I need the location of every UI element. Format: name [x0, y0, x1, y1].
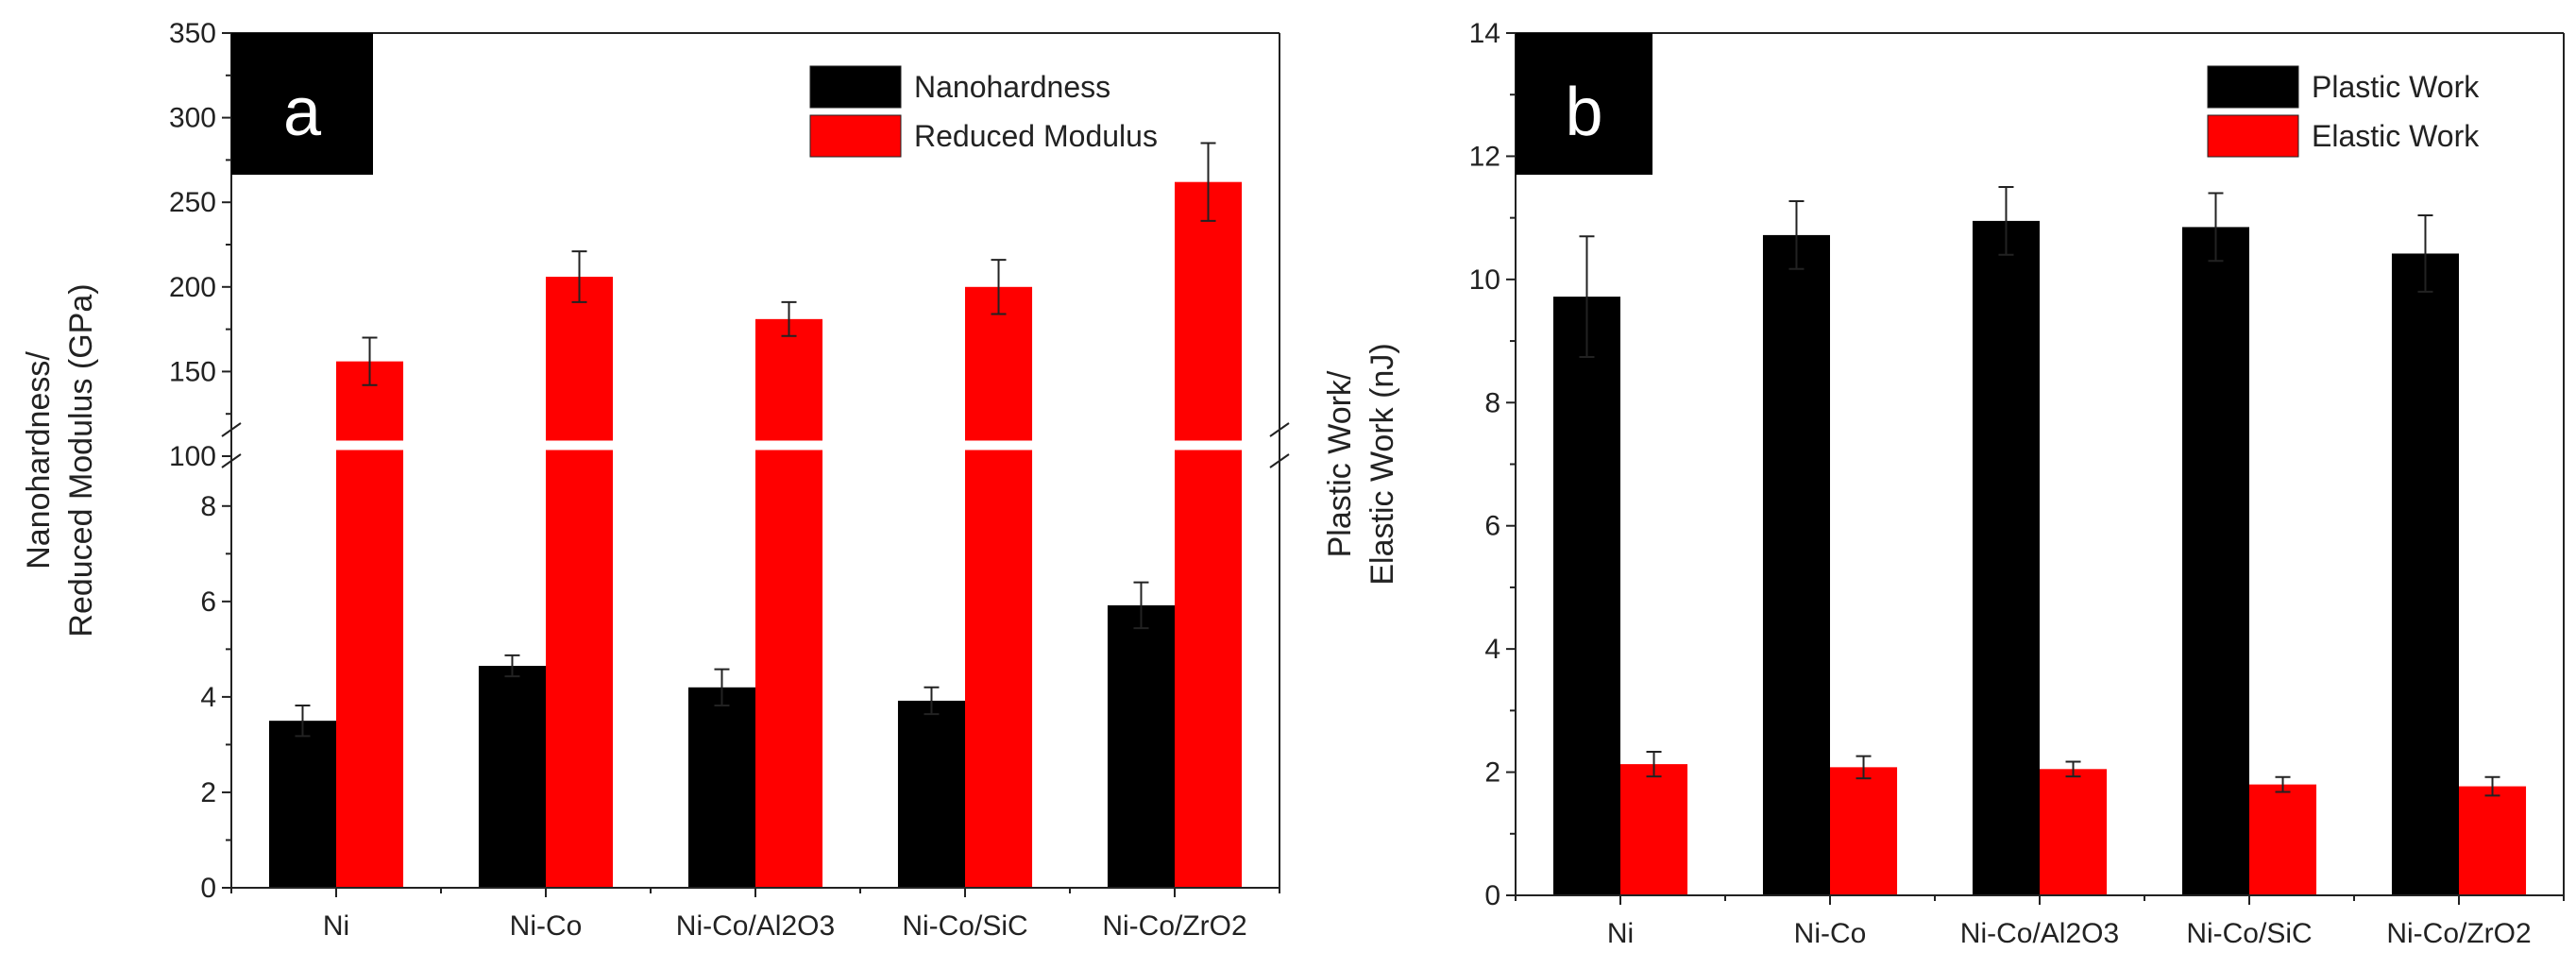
bar	[1552, 297, 1620, 895]
bar	[1830, 767, 1898, 895]
y-tick-label: 8	[1484, 387, 1500, 418]
x-tick-label: Ni-Co	[1794, 918, 1867, 949]
y-tick-label: 100	[169, 441, 216, 472]
bar	[546, 277, 614, 889]
y-axis-title-line1: Plastic Work/	[1322, 370, 1358, 557]
y-tick-label: 2	[200, 777, 216, 808]
panel-b: 0 2 4 6 8 10 12 14 Ni Ni-Co Ni-Co/Al2O3 Ni-Co/SiC Ni…	[1322, 18, 2565, 949]
y-tick-label: 10	[1469, 264, 1500, 296]
bar	[687, 687, 755, 888]
break-mark	[221, 453, 242, 468]
legend-label: Elastic Work	[2312, 119, 2480, 153]
legend-label: Nanohardness	[914, 70, 1110, 104]
x-tick-label: Ni-Co/ZrO2	[2386, 918, 2531, 949]
bar	[965, 286, 1033, 888]
y-tick-label: 6	[1484, 511, 1500, 542]
y-tick-label: 8	[200, 491, 216, 522]
bar	[1762, 234, 1830, 896]
y-axis-title-line2: Elastic Work (nJ)	[1364, 343, 1400, 585]
panel-label-box	[231, 33, 373, 175]
x-tick-label: Ni-Co/SiC	[902, 910, 1027, 942]
bar	[2459, 786, 2527, 895]
break-mark	[1269, 422, 1290, 437]
panel-label-box	[1516, 33, 1652, 175]
bar	[1620, 764, 1688, 895]
x-tick-label: Ni-Co/ZrO2	[1102, 910, 1246, 942]
bar	[2391, 253, 2459, 895]
y-tick-label: 12	[1469, 141, 1500, 172]
bar	[336, 361, 404, 888]
y-tick-label: 4	[200, 682, 216, 713]
panel-label: a	[283, 75, 322, 150]
bar	[1175, 181, 1243, 889]
x-tick-label: Ni-Co/Al2O3	[1960, 918, 2119, 949]
legend-swatch	[809, 65, 902, 109]
panel-label: b	[1565, 75, 1602, 150]
legend-label: Reduced Modulus	[914, 119, 1158, 153]
panel-a: 0 2 4 6 8 100 150 200 250 300 350 Ni Ni-Co Ni-Co/Al2O…	[21, 18, 1290, 942]
bar	[2040, 769, 2108, 895]
y-tick-label: 14	[1469, 18, 1500, 49]
bar	[2249, 784, 2317, 895]
legend-swatch	[2207, 65, 2299, 109]
bar	[2181, 227, 2249, 896]
x-tick-label: Ni-Co/Al2O3	[676, 910, 835, 942]
bar	[755, 318, 823, 888]
x-tick-label: Ni-Co/SiC	[2186, 918, 2312, 949]
bar	[268, 721, 336, 888]
legend-swatch	[809, 114, 902, 158]
break-mark	[221, 422, 242, 437]
y-tick-label: 150	[169, 356, 216, 387]
y-axis-title-line2: Reduced Modulus (GPa)	[63, 283, 99, 637]
y-tick-label: 300	[169, 103, 216, 134]
break-mark	[1269, 453, 1290, 468]
x-tick-label: Ni	[323, 910, 349, 942]
y-tick-label: 2	[1484, 757, 1500, 789]
y-tick-label: 4	[1484, 634, 1500, 665]
y-tick-label: 350	[169, 18, 216, 49]
bar	[897, 700, 965, 888]
y-axis-title-line1: Nanohardness/	[21, 351, 57, 570]
x-tick-label: Ni-Co	[510, 910, 583, 942]
legend-swatch	[2207, 114, 2299, 158]
axis-break-gap	[232, 440, 1279, 450]
y-tick-label: 0	[1484, 880, 1500, 911]
y-tick-label: 200	[169, 272, 216, 303]
y-tick-label: 6	[200, 586, 216, 618]
bar	[1972, 220, 2040, 895]
bar	[478, 666, 546, 888]
legend-label: Plastic Work	[2312, 70, 2480, 104]
y-tick-label: 0	[200, 873, 216, 904]
x-tick-label: Ni	[1607, 918, 1634, 949]
bar	[1107, 604, 1175, 888]
y-tick-label: 250	[169, 187, 216, 218]
